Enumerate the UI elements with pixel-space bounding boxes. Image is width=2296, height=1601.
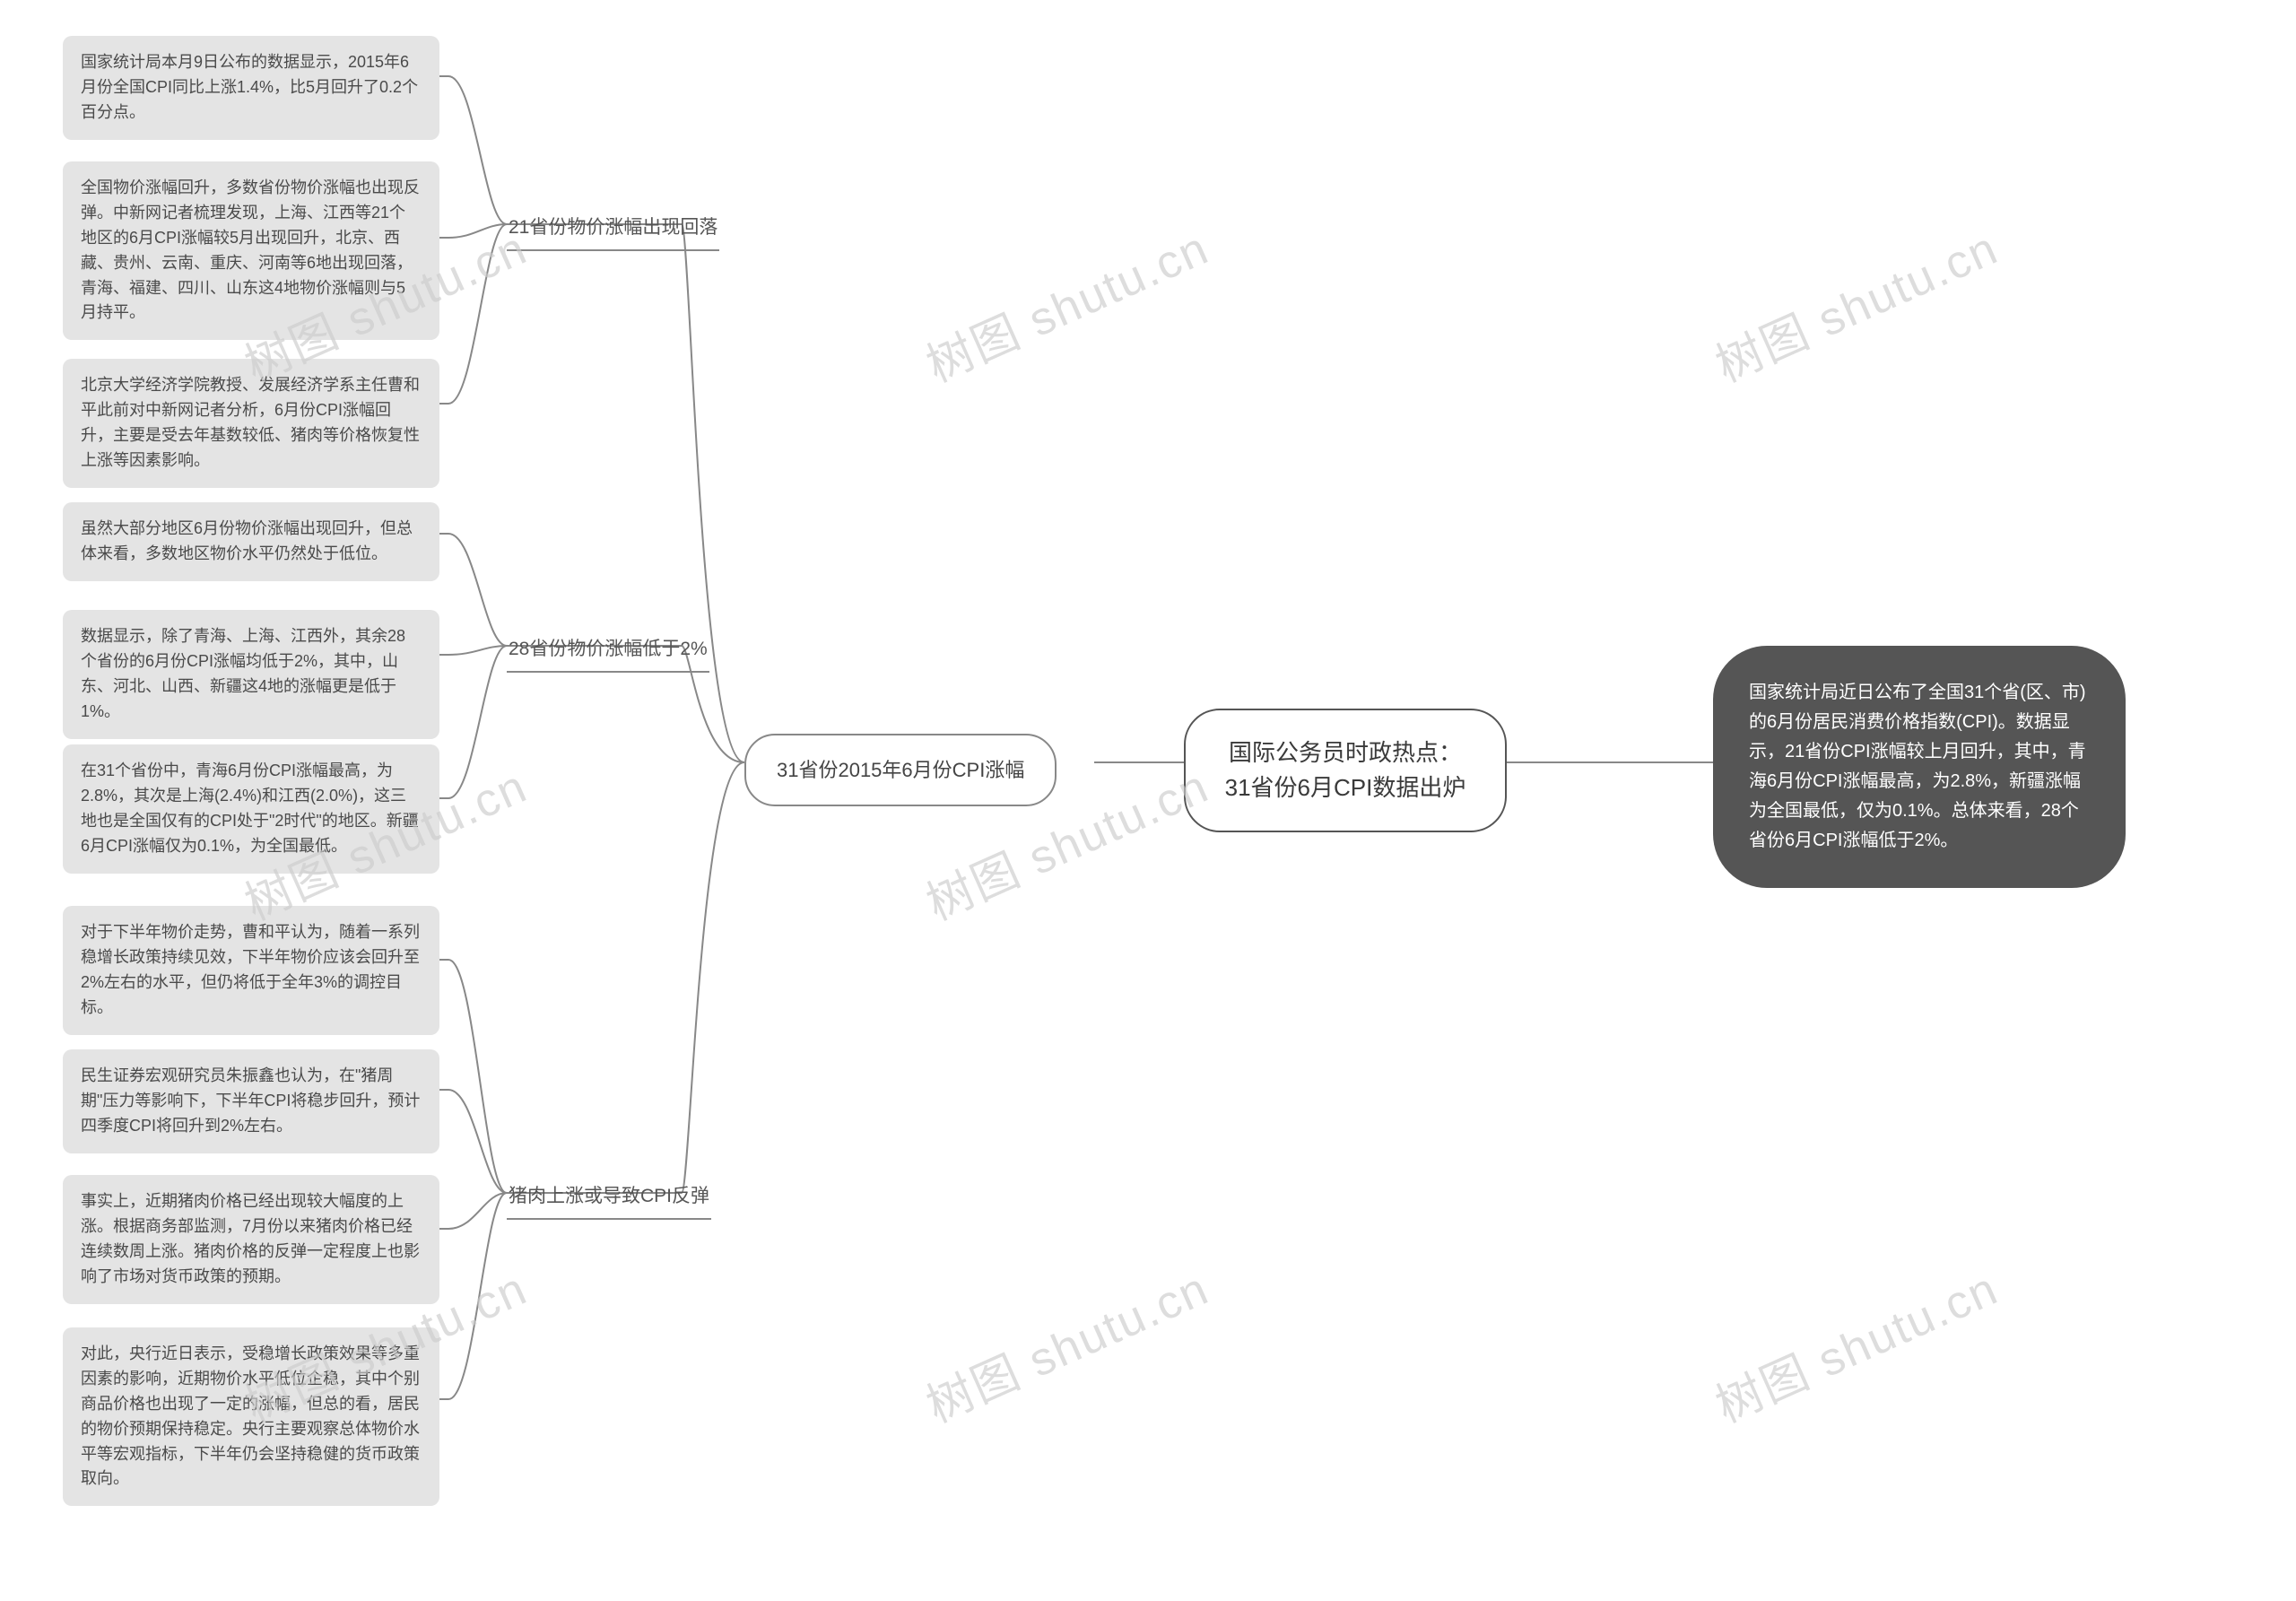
leaf-node-2[interactable]: 北京大学经济学院教授、发展经济学系主任曹和平此前对中新网记者分析，6月份CPI涨… [63,359,439,488]
leaf-node-6[interactable]: 对于下半年物价走势，曹和平认为，随着一系列稳增长政策持续见效，下半年物价应该会回… [63,906,439,1035]
sub-node-s1[interactable]: 21省份物价涨幅出现回落 [507,206,719,251]
leaf-node-3[interactable]: 虽然大部分地区6月份物价涨幅出现回升，但总体来看，多数地区物价水平仍然处于低位。 [63,502,439,581]
watermark: 树图 shutu.cn [1703,211,2006,396]
leaf-node-5[interactable]: 在31个省份中，青海6月份CPI涨幅最高，为2.8%，其次是上海(2.4%)和江… [63,744,439,874]
leaf-node-9[interactable]: 对此，央行近日表示，受稳增长政策效果等多重因素的影响，近期物价水平低位企稳，其中… [63,1327,439,1506]
summary-node[interactable]: 国家统计局近日公布了全国31个省(区、市)的6月份居民消费价格指数(CPI)。数… [1713,646,2126,888]
watermark: 树图 shutu.cn [1703,1251,2006,1436]
root-node[interactable]: 国际公务员时政热点：31省份6月CPI数据出炉 [1184,709,1507,832]
leaf-node-0[interactable]: 国家统计局本月9日公布的数据显示，2015年6月份全国CPI同比上涨1.4%，比… [63,36,439,140]
leaf-node-1[interactable]: 全国物价涨幅回升，多数省份物价涨幅也出现反弹。中新网记者梳理发现，上海、江西等2… [63,161,439,340]
sub-node-s3[interactable]: 猪肉上涨或导致CPI反弹 [507,1175,711,1220]
leaf-node-8[interactable]: 事实上，近期猪肉价格已经出现较大幅度的上涨。根据商务部监测，7月份以来猪肉价格已… [63,1175,439,1304]
leaf-node-7[interactable]: 民生证券宏观研究员朱振鑫也认为，在"猪周期"压力等影响下，下半年CPI将稳步回升… [63,1049,439,1153]
watermark: 树图 shutu.cn [914,1251,1217,1436]
watermark: 树图 shutu.cn [914,211,1217,396]
leaf-node-4[interactable]: 数据显示，除了青海、上海、江西外，其余28个省份的6月份CPI涨幅均低于2%，其… [63,610,439,739]
branch-node[interactable]: 31省份2015年6月份CPI涨幅 [744,734,1057,806]
sub-node-s2[interactable]: 28省份物价涨幅低于2% [507,628,709,673]
